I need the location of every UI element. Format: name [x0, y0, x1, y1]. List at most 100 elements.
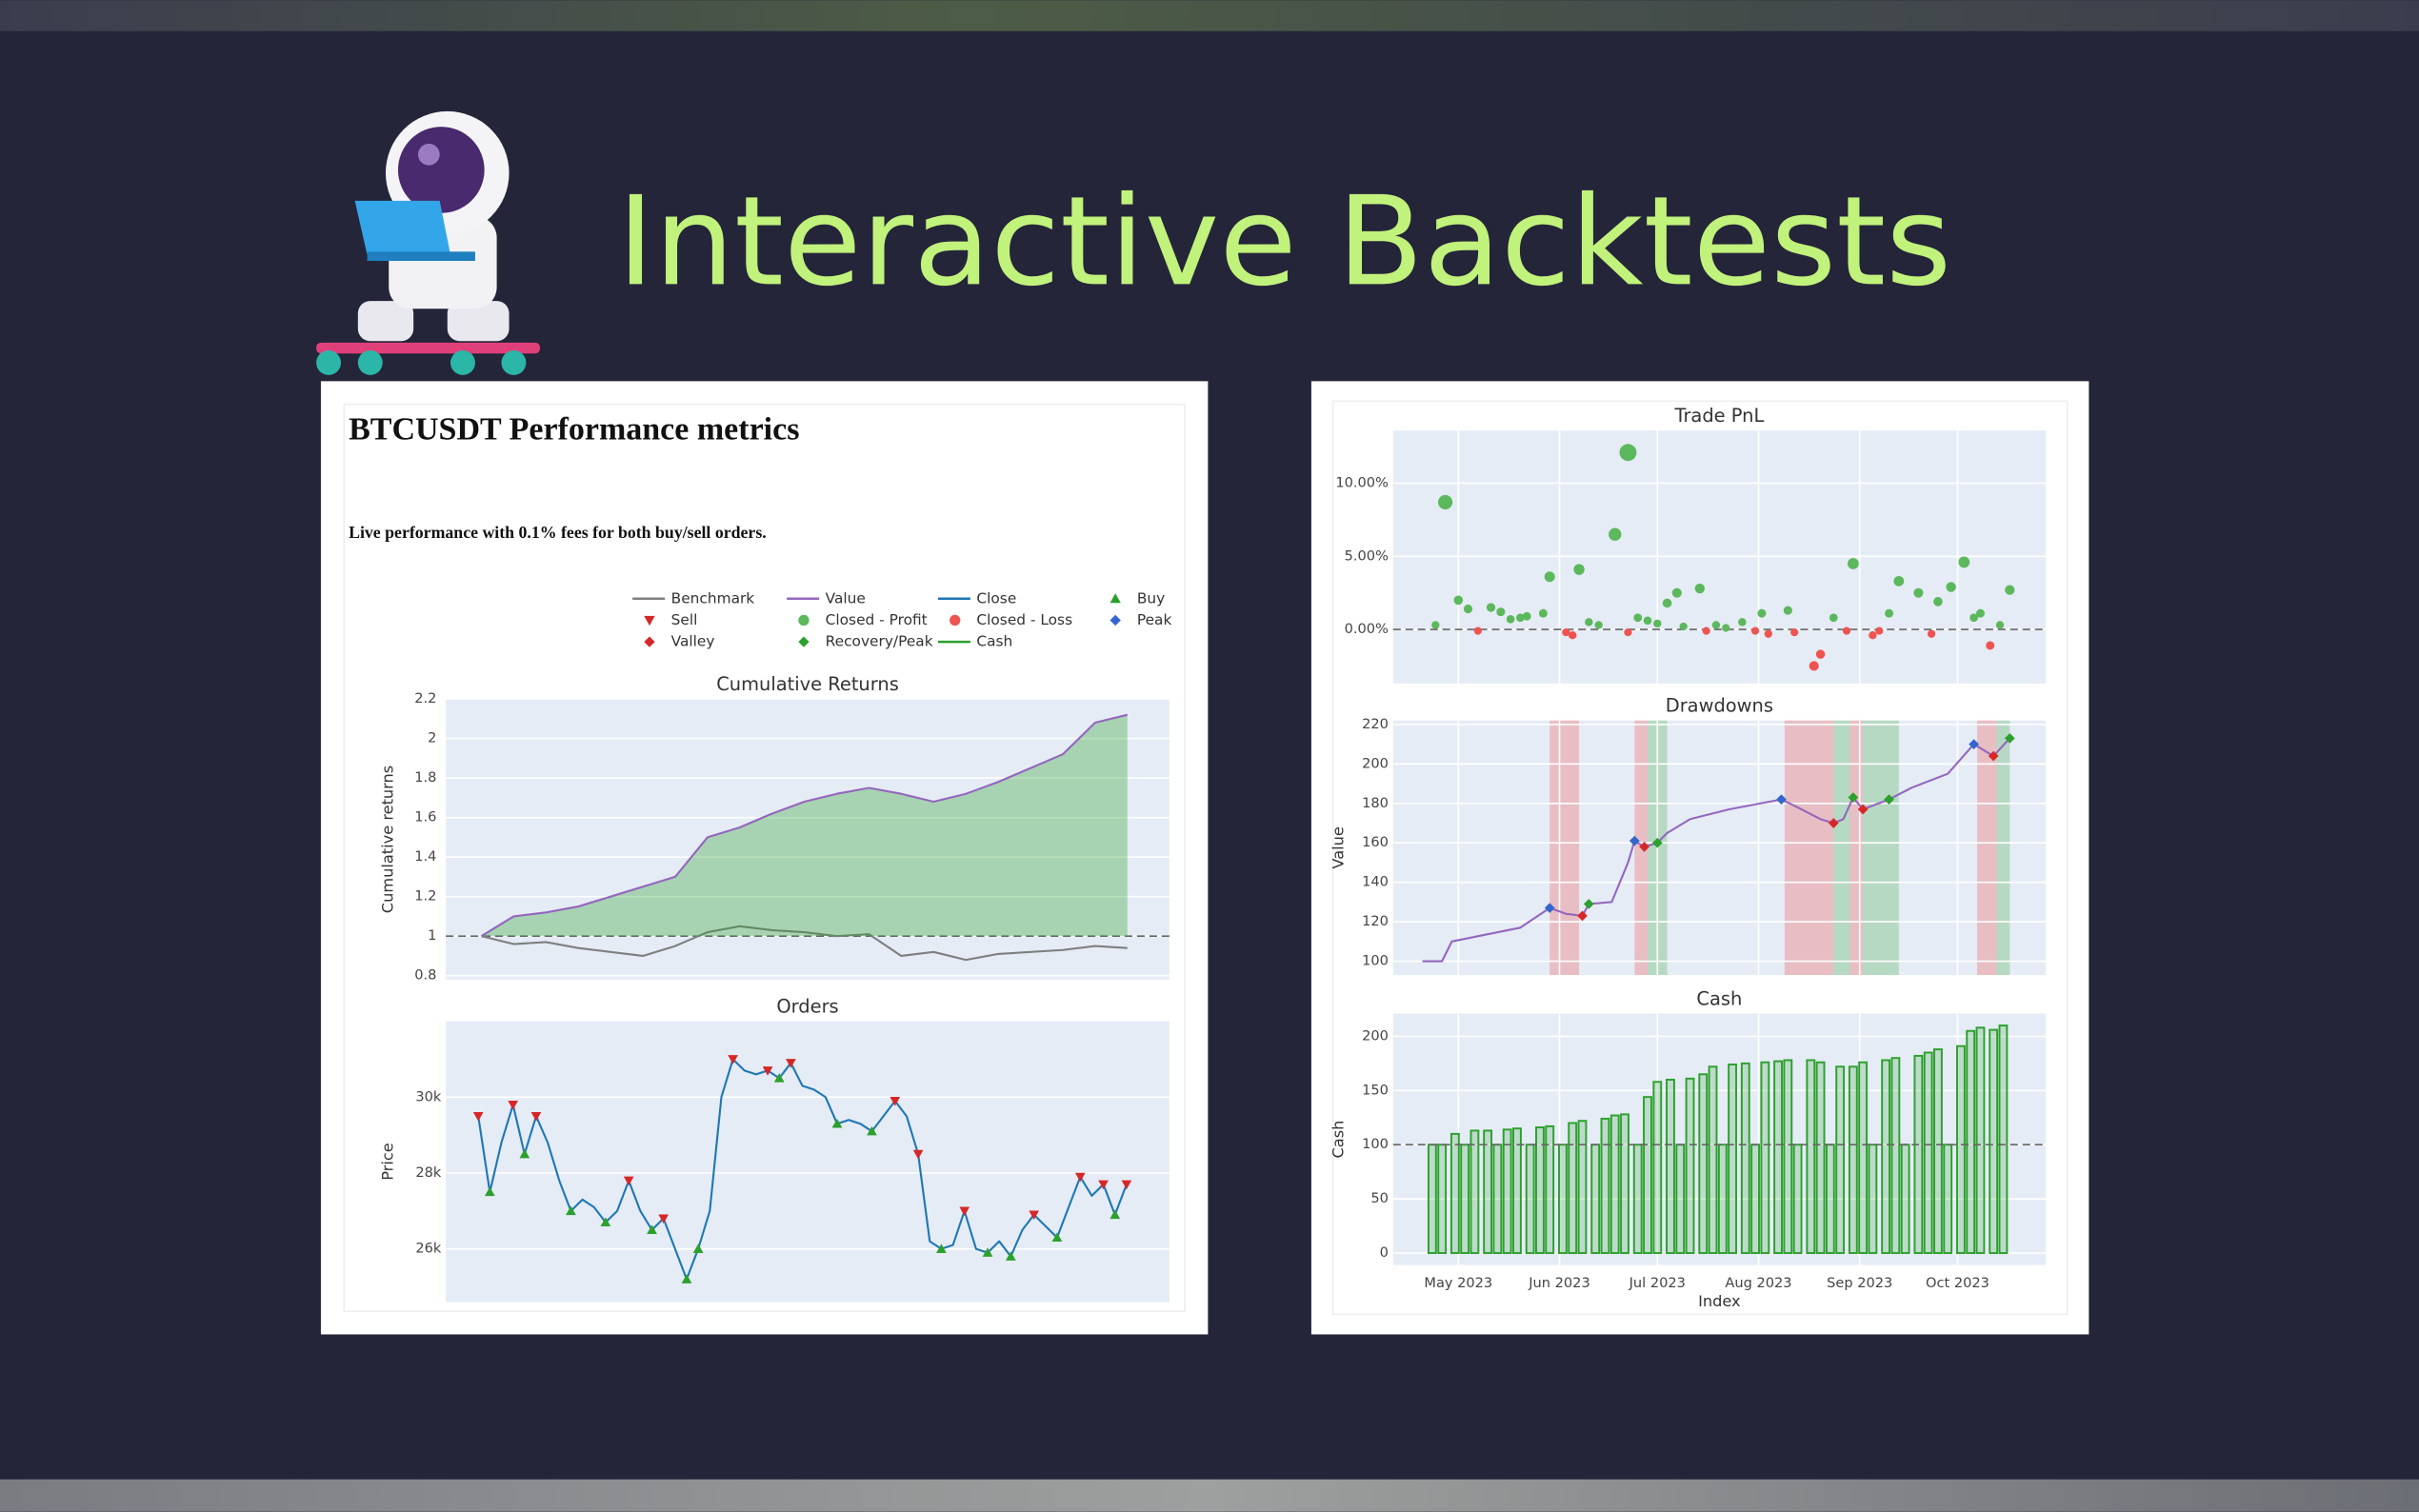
- marker: [1506, 614, 1515, 624]
- bar: [1881, 1059, 1891, 1255]
- bar: [1728, 1064, 1737, 1255]
- marker: [1639, 842, 1649, 852]
- bar: [1890, 1057, 1901, 1255]
- chart-title: Drawdowns: [1666, 695, 1773, 717]
- y-tick-label: 26k: [415, 1241, 442, 1257]
- bar: [1708, 1065, 1718, 1255]
- marker: [472, 1111, 484, 1122]
- shaded-span: [1784, 720, 1834, 976]
- marker: [1975, 608, 1985, 618]
- bar: [1427, 1144, 1437, 1255]
- shaded-span: [1863, 720, 1899, 976]
- x-tick-label: Aug 2023: [1725, 1275, 1791, 1291]
- marker: [1516, 613, 1525, 623]
- marker: [1121, 1180, 1132, 1190]
- bar: [1545, 1124, 1555, 1255]
- marker: [1764, 629, 1772, 638]
- bar: [1698, 1073, 1709, 1255]
- marker: [508, 1100, 518, 1110]
- legend-symbol: [798, 636, 810, 647]
- marker: [1783, 606, 1792, 615]
- y-tick-label: 1.6: [414, 809, 436, 826]
- marker: [1643, 616, 1652, 626]
- bar: [1525, 1144, 1535, 1255]
- x-tick-label: Sep 2023: [1827, 1275, 1892, 1291]
- marker: [831, 1118, 843, 1128]
- marker: [1875, 627, 1884, 635]
- bar: [1620, 1113, 1629, 1255]
- bar: [1460, 1144, 1470, 1255]
- marker: [1809, 661, 1819, 671]
- shaded-span: [1849, 720, 1864, 976]
- plot-area: [446, 1021, 1170, 1303]
- bar: [1600, 1117, 1610, 1255]
- bar: [1923, 1051, 1933, 1255]
- marker: [1790, 627, 1799, 637]
- marker: [566, 1205, 576, 1216]
- marker: [519, 1148, 530, 1159]
- bar: [1740, 1062, 1750, 1255]
- bar: [1469, 1129, 1480, 1255]
- marker: [1573, 564, 1585, 575]
- marker: [1098, 1180, 1109, 1190]
- marker: [1927, 629, 1936, 638]
- marker: [912, 1149, 924, 1160]
- y-tick-label: 2: [428, 730, 436, 746]
- marker: [1609, 527, 1622, 541]
- bar: [1955, 1044, 1966, 1255]
- marker: [1679, 622, 1688, 631]
- bar: [1858, 1061, 1869, 1255]
- marker: [1995, 621, 2005, 629]
- bar: [1868, 1144, 1878, 1255]
- bar: [1590, 1144, 1601, 1255]
- y-tick-label: 180: [1362, 795, 1389, 811]
- y-tick-label: 200: [1362, 755, 1389, 771]
- bar: [1815, 1061, 1826, 1255]
- marker: [1893, 575, 1905, 587]
- marker: [1848, 792, 1859, 803]
- bar: [1577, 1120, 1588, 1255]
- shaded-span: [1549, 720, 1580, 976]
- slide-title: Interactive Backtests: [617, 169, 1951, 313]
- marker: [1029, 1210, 1040, 1221]
- marker: [1522, 611, 1531, 621]
- bar: [1760, 1061, 1770, 1255]
- marker: [1869, 630, 1877, 640]
- marker: [1594, 621, 1603, 629]
- bar: [1502, 1128, 1512, 1255]
- x-tick-label: Jun 2023: [1528, 1275, 1589, 1291]
- marker: [530, 1111, 542, 1122]
- legend-label: Recovery/Peak: [826, 633, 933, 650]
- y-tick-label: 160: [1362, 834, 1389, 850]
- y-tick-label: 1.2: [414, 888, 436, 905]
- line: [481, 925, 1128, 962]
- marker: [1847, 558, 1859, 569]
- bar: [1773, 1060, 1783, 1255]
- y-tick-label: 150: [1362, 1082, 1389, 1098]
- y-tick-label: 0.00%: [1345, 621, 1389, 637]
- marker: [1750, 627, 1760, 635]
- marker: [681, 1274, 692, 1283]
- marker: [1988, 750, 1999, 762]
- marker: [1933, 597, 1943, 607]
- marker: [1544, 571, 1555, 583]
- line: [480, 713, 1129, 938]
- marker: [1884, 794, 1894, 805]
- shaded-span: [1833, 720, 1850, 976]
- legend-label: Buy: [1137, 589, 1165, 607]
- y-tick-label: 2.2: [414, 690, 436, 706]
- marker: [1958, 556, 1970, 568]
- y-tick-label: 200: [1362, 1027, 1389, 1044]
- y-tick-label: 30k: [415, 1088, 442, 1104]
- marker: [1110, 1209, 1121, 1220]
- marker: [1577, 910, 1588, 922]
- y-tick-label: 1.4: [414, 848, 436, 865]
- marker: [2005, 585, 2015, 595]
- y-axis-label: Value: [1329, 826, 1348, 868]
- bottom-bar: [0, 1479, 2419, 1512]
- bar: [1966, 1029, 1976, 1255]
- top-bar: [0, 0, 2419, 31]
- marker: [1473, 627, 1482, 635]
- marker: [982, 1247, 993, 1257]
- bar: [1483, 1129, 1493, 1255]
